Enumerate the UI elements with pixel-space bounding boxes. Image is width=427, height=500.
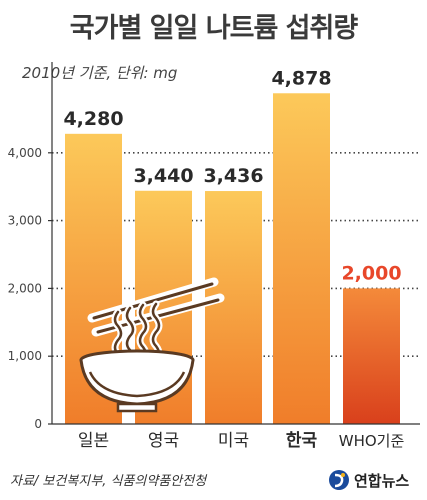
y-tick-label: 3,000 <box>8 214 42 228</box>
category-label: 한국 <box>286 431 318 451</box>
bar-5 <box>343 288 400 424</box>
brand-name: 연합뉴스 <box>354 471 410 490</box>
value-label: 2,000 <box>341 262 401 284</box>
bar-4 <box>273 93 330 424</box>
value-label: 3,436 <box>203 165 263 187</box>
value-label: 4,280 <box>63 108 123 130</box>
chart-title: 국가별 일일 나트륨 섭취량 <box>69 13 358 44</box>
bar-3 <box>205 191 262 424</box>
value-label: 4,878 <box>271 67 331 89</box>
category-label: 영국 <box>148 431 179 451</box>
value-label: 3,440 <box>133 165 193 187</box>
source-note: 자료/ 보건복지부, 식품의약품안전청 <box>10 474 207 489</box>
category-label: 일본 <box>78 431 109 451</box>
labels: 4,280 일본 3,440 영국 3,436 미국 4,878 한국 2,000 WHO기준 <box>52 67 420 451</box>
y-tick-label: 0 <box>34 417 42 431</box>
y-tick-label: 2,000 <box>8 281 42 295</box>
category-label: 미국 <box>218 431 249 451</box>
y-tick-label: 1,000 <box>8 349 42 363</box>
brand-logo: 연합뉴스 <box>328 467 409 493</box>
yonhap-logo-icon <box>329 470 349 490</box>
category-label: WHO기준 <box>339 432 405 450</box>
chart-subtitle: 2010년 기준, 단위: mg <box>22 64 178 82</box>
noodle-bowl-icon <box>79 277 225 413</box>
y-tick-label: 4,000 <box>8 146 42 160</box>
